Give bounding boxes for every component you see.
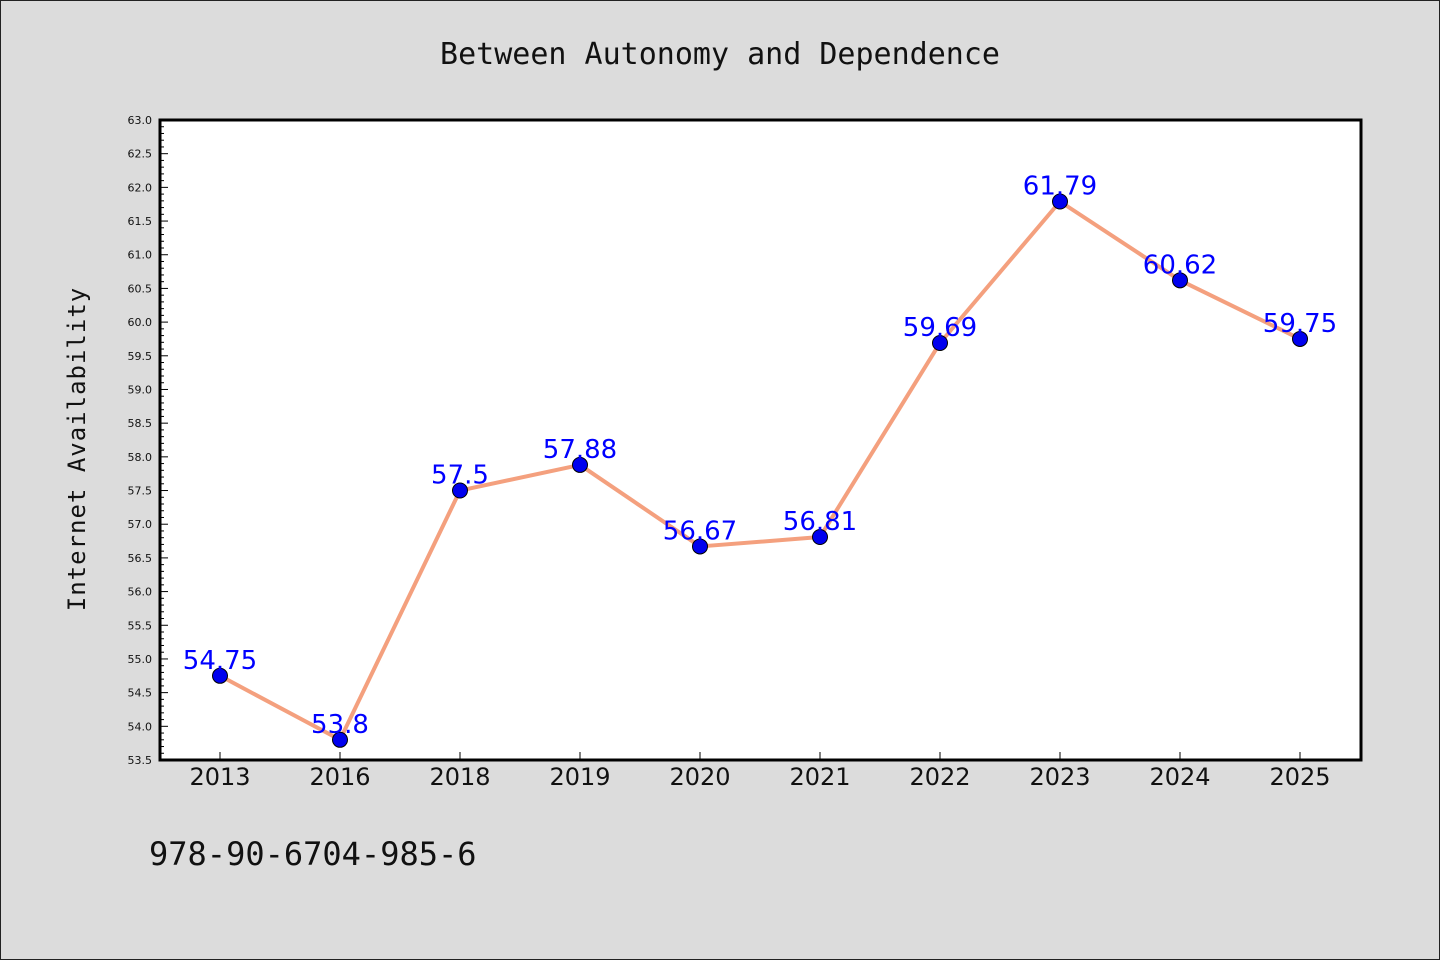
data-label: 61.79 — [1023, 172, 1097, 202]
data-label: 59.69 — [903, 313, 977, 343]
isbn-footer: 978-90-6704-985-6 — [149, 835, 477, 873]
plot-frame — [158, 118, 1363, 762]
data-point — [1292, 330, 1308, 347]
y-tick-label: 58.5 — [128, 417, 153, 430]
y-tick-label: 56.5 — [128, 552, 153, 565]
y-tick-label: 60.0 — [128, 316, 153, 329]
y-tick-label: 55.5 — [128, 619, 153, 632]
x-tick-label: 2023 — [1029, 763, 1090, 791]
data-point — [1052, 193, 1068, 210]
y-tick-label: 61.0 — [128, 249, 153, 262]
data-point — [452, 482, 468, 499]
y-tick-label: 62.0 — [128, 181, 153, 194]
y-tick-label: 55.0 — [128, 653, 153, 666]
data-label: 56.81 — [783, 507, 857, 537]
data-label: 56.67 — [663, 516, 737, 546]
x-tick-label: 2018 — [429, 763, 490, 791]
data-point — [212, 667, 228, 684]
data-label: 57.5 — [431, 461, 489, 491]
x-tick-label: 2019 — [549, 763, 610, 791]
y-tick-label: 60.5 — [128, 282, 153, 295]
data-label: 53.8 — [311, 710, 369, 740]
data-point — [1172, 272, 1188, 289]
y-tick-label: 54.0 — [128, 720, 153, 733]
chart-title: Between Autonomy and Dependence — [440, 37, 1000, 72]
data-label: 59.75 — [1263, 309, 1337, 339]
data-point — [932, 334, 948, 351]
series-line-group: 54.75 53.8 57.5 57.88 56.67 56.81 59.69 61.79 60… — [183, 172, 1337, 748]
x-axis: 2013 2016 2018 2019 2020 2021 2022 2023 2024 2025 — [189, 752, 1331, 791]
y-axis: 53.5 54.0 54.5 55.0 55.5 56.0 56.5 57.0 57.5 58.0… — [128, 114, 168, 767]
data-point — [332, 731, 348, 748]
data-point — [692, 538, 708, 555]
data-label: 60.62 — [1143, 250, 1217, 280]
y-tick-label: 54.5 — [128, 687, 153, 700]
y-tick-label: 53.5 — [128, 754, 153, 767]
x-tick-label: 2024 — [1149, 763, 1210, 791]
x-tick-label: 2020 — [669, 763, 730, 791]
y-tick-label: 57.5 — [128, 485, 153, 498]
y-tick-label: 62.5 — [128, 148, 153, 161]
y-tick-label: 63.0 — [128, 114, 153, 127]
y-tick-label: 59.0 — [128, 383, 153, 396]
x-tick-label: 2025 — [1269, 763, 1330, 791]
plot-area — [160, 120, 1361, 760]
data-label: 54.75 — [183, 646, 257, 676]
x-tick-label: 2016 — [309, 763, 370, 791]
y-tick-label: 57.0 — [128, 518, 153, 531]
y-tick-label: 59.5 — [128, 350, 153, 363]
y-tick-label: 58.0 — [128, 451, 153, 464]
y-axis-label: Internet Availability — [63, 287, 91, 611]
x-tick-label: 2022 — [909, 763, 970, 791]
data-point — [812, 529, 828, 546]
series-line — [219, 199, 1301, 742]
x-tick-label: 2021 — [789, 763, 850, 791]
data-point — [572, 456, 588, 473]
y-tick-label: 61.5 — [128, 215, 153, 228]
x-tick-label: 2013 — [189, 763, 250, 791]
data-label: 57.88 — [543, 435, 617, 465]
y-tick-label: 56.0 — [128, 586, 153, 599]
